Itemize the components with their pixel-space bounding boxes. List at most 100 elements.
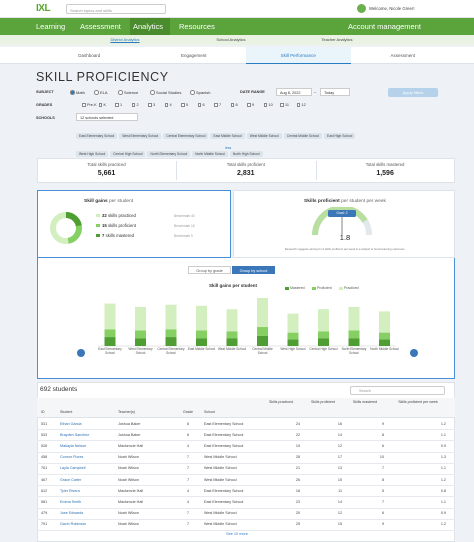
grade-checkbox[interactable] — [197, 103, 202, 107]
date-to[interactable]: Today — [320, 88, 350, 96]
subnav-item[interactable]: District Analytics — [110, 37, 140, 42]
school-chip[interactable]: North Elementary School — [147, 151, 191, 157]
tab[interactable]: Dashboard — [78, 53, 101, 58]
tab[interactable]: Skill Performance — [246, 47, 351, 64]
table-cell[interactable]: Emma Smith — [60, 500, 82, 504]
column-header[interactable]: School — [204, 410, 215, 414]
tab[interactable]: Engagement — [180, 53, 207, 58]
grade-option[interactable]: 9 — [252, 102, 255, 107]
school-chip[interactable]: West Elementary School — [119, 133, 162, 139]
nav-item[interactable]: Analytics — [130, 18, 170, 35]
subnav-item[interactable]: Teacher Analytics — [321, 37, 353, 42]
subject-option[interactable]: Math — [76, 90, 85, 95]
table-cell[interactable]: Connor Flores — [60, 455, 84, 460]
table-cell[interactable]: Gavin Robinson — [60, 522, 87, 527]
title-main: Skills proficient — [304, 199, 340, 204]
subnav-item[interactable]: School Analytics — [216, 37, 246, 42]
table-cell[interactable]: Jose Edwards — [60, 511, 84, 516]
grade-checkbox[interactable] — [214, 103, 218, 107]
column-header[interactable]: Skills practiced — [269, 400, 293, 404]
school-chip[interactable]: North Middle School — [192, 151, 228, 157]
grade-checkbox[interactable] — [82, 103, 86, 107]
see-more[interactable]: See 10 more — [226, 532, 248, 536]
subject-option[interactable]: ELA — [100, 90, 108, 95]
less-link[interactable]: less — [225, 146, 232, 150]
column-header[interactable]: Grade — [183, 410, 193, 414]
grade-option[interactable]: Pre-K — [87, 102, 97, 107]
radio[interactable] — [70, 90, 75, 95]
radio[interactable] — [150, 90, 155, 95]
grade-option[interactable]: 2 — [136, 102, 139, 107]
radio[interactable] — [118, 90, 123, 95]
grade-checkbox[interactable] — [263, 103, 268, 107]
scroll-arrow[interactable] — [410, 349, 418, 357]
nav-account[interactable]: Account management — [348, 22, 421, 31]
school-chip[interactable]: Central High School — [110, 151, 146, 157]
radio[interactable] — [94, 90, 99, 95]
school-chip[interactable]: West High School — [76, 151, 109, 157]
subject-option[interactable]: Spanish — [196, 90, 211, 95]
grade-option[interactable]: 10 — [268, 102, 273, 107]
school-chip[interactable]: East Middle School — [210, 133, 245, 139]
school-chip[interactable]: Central Elementary School — [163, 133, 209, 139]
school-chip[interactable]: North High School — [229, 151, 263, 157]
table-cell[interactable]: Makayla Nelson — [60, 444, 87, 448]
table-search[interactable]: Search — [350, 386, 445, 395]
table-cell[interactable]: Brayden Sanchez — [60, 432, 90, 437]
grade-option[interactable]: 6 — [202, 102, 205, 107]
grade-option[interactable]: 7 — [219, 102, 222, 107]
column-header[interactable]: Skills proficient — [311, 400, 335, 404]
school-chip[interactable]: Central Middle School — [283, 133, 323, 139]
radio[interactable] — [190, 90, 195, 95]
school-chip[interactable]: East Elementary School — [76, 133, 118, 139]
table-cell[interactable]: Ethan Garcia — [60, 421, 82, 426]
subject-option[interactable]: Science — [124, 90, 139, 95]
grade-option[interactable]: 1 — [120, 102, 123, 107]
grade-checkbox[interactable] — [296, 103, 301, 107]
column-header[interactable]: Student — [60, 410, 73, 414]
column-header[interactable]: Skills mastered — [352, 400, 378, 404]
apply-button[interactable]: Apply filters — [388, 88, 438, 97]
grade-option[interactable]: 8 — [235, 102, 238, 107]
grade-option[interactable]: K — [103, 102, 107, 107]
school-chip[interactable]: East High School — [324, 133, 356, 139]
column-header[interactable]: ID — [41, 410, 45, 414]
grade-checkbox[interactable] — [164, 103, 169, 107]
grade-option[interactable]: 11 — [285, 102, 289, 107]
tab[interactable]: Assessment — [390, 53, 415, 58]
grade-option[interactable]: 3 — [153, 102, 156, 107]
group-toggle[interactable]: Group by school — [232, 266, 275, 274]
schools-dropdown[interactable]: 12 schools selected — [76, 113, 138, 121]
grade-checkbox[interactable] — [98, 103, 103, 107]
search-box[interactable]: Search topics and skills — [66, 4, 166, 14]
grade-checkbox[interactable] — [148, 103, 152, 107]
grade-checkbox[interactable] — [280, 103, 284, 107]
grade-option[interactable]: 5 — [186, 102, 189, 107]
welcome[interactable]: Welcome, Nicole Greer! — [369, 6, 415, 11]
table-cell[interactable]: Grace Carter — [60, 477, 82, 482]
group-toggle[interactable]: Group by grade — [188, 266, 231, 274]
student-count: 692 students — [40, 386, 78, 393]
column-header[interactable]: Skills proficient per week — [398, 400, 438, 404]
scroll-arrow[interactable] — [77, 349, 85, 357]
column-header[interactable]: Teacher(s) — [118, 410, 135, 414]
grade-checkbox[interactable] — [247, 103, 251, 107]
grade-checkbox[interactable] — [115, 103, 119, 107]
nav-item[interactable]: Learning — [36, 22, 66, 31]
nav-item[interactable]: Resources — [179, 22, 215, 31]
bar-segment — [318, 309, 329, 332]
grade-checkbox[interactable] — [230, 103, 235, 107]
bar-segment — [165, 329, 177, 338]
school-chip[interactable]: West Middle School — [246, 133, 282, 139]
grade-option[interactable]: 12 — [301, 102, 306, 107]
subject-option[interactable]: Social Studies — [156, 90, 182, 95]
nav-item[interactable]: Assessment — [80, 22, 121, 31]
grade-checkbox[interactable] — [181, 103, 185, 107]
grade-option[interactable]: 4 — [169, 102, 172, 107]
date-from[interactable]: Aug 8, 2022 — [276, 88, 312, 96]
table-cell[interactable]: Tyler Rivera — [60, 488, 80, 493]
table-cell: 467 — [41, 477, 48, 482]
table-cell[interactable]: Layla Campbell — [60, 466, 86, 471]
grade-checkbox[interactable] — [131, 103, 136, 107]
